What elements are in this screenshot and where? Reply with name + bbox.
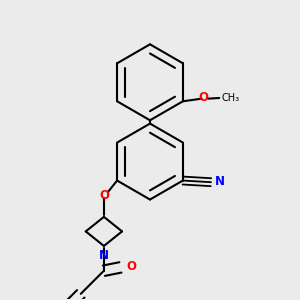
Text: O: O <box>126 260 136 273</box>
Text: CH₃: CH₃ <box>221 93 240 103</box>
Text: N: N <box>99 249 109 262</box>
Text: O: O <box>99 189 109 202</box>
Text: O: O <box>199 92 209 104</box>
Text: N: N <box>215 176 225 188</box>
